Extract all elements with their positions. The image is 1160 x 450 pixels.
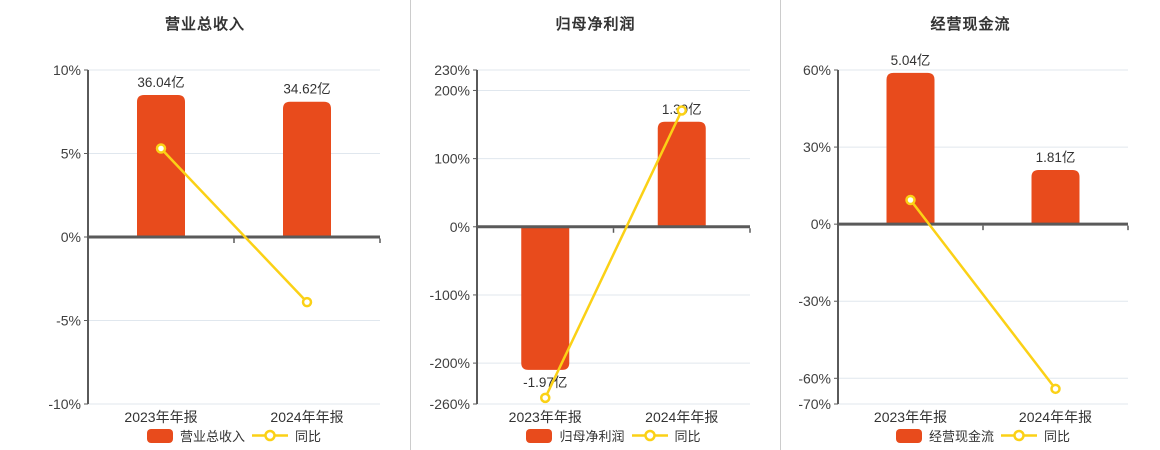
bar-value-label: 5.04亿 — [891, 53, 931, 68]
y-tick-label: 30% — [803, 139, 831, 155]
y-tick-label: 0% — [811, 216, 831, 232]
y-tick-label: -5% — [56, 313, 81, 329]
legend: 归母净利润 同比 — [477, 426, 750, 445]
operating-cash-flow-chart: 60% 30% 0% -30% -60% -70% 5.04亿 1.81亿 — [798, 51, 1129, 412]
bar-value-label: -1.97亿 — [523, 375, 567, 390]
x-label-2023-annual: 2023年年报 — [508, 409, 582, 425]
chart-title-operating-cash-flow: 经营现金流 — [930, 16, 1011, 33]
y-tick-label: -260% — [430, 396, 470, 412]
yoy-point-2024年年报[interactable] — [1050, 383, 1061, 395]
bar-2024年年报[interactable] — [657, 121, 706, 227]
yoy-point-2024年年报[interactable] — [301, 296, 313, 308]
x-label-2023-annual: 2023年年报 — [873, 409, 948, 425]
panel-operating-cash-flow: 经营现金流 60% 30% 0% -30% -60% -70% 5.04亿 1.81亿 202… — [780, 0, 1160, 450]
y-tick-label: -30% — [798, 293, 831, 309]
bar-series-legend-label: 经营现金流 — [928, 429, 994, 444]
x-label-2024-annual: 2024年年报 — [1018, 409, 1093, 425]
bar-2024年年报[interactable] — [1031, 169, 1080, 225]
line-series-icon — [631, 429, 668, 442]
operating-revenue-chart: 10% 5% 0% -5% -10% 36.04亿 34.62亿 — [48, 62, 381, 412]
y-tick-label: -100% — [430, 287, 470, 303]
line-series-icon — [252, 429, 288, 442]
y-tick-label: -10% — [48, 396, 81, 412]
y-tick-label: 0% — [450, 219, 470, 235]
yoy-point-2023年年报[interactable] — [155, 143, 167, 154]
panel-net-profit: 归母净利润 230% 200% 100% 0% -100% -200% -260% -1.97… — [410, 0, 780, 450]
x-label-2024-annual: 2024年年报 — [270, 409, 344, 425]
bar-series-legend-label: 营业总收入 — [179, 429, 245, 444]
yoy-point-2023年年报[interactable] — [540, 392, 551, 404]
yoy-line — [160, 147, 308, 303]
bar-2023年年报[interactable] — [137, 95, 185, 237]
bar-2023年年报[interactable] — [521, 226, 570, 370]
bar-value-label: 34.62亿 — [283, 82, 330, 97]
bar-value-label: 36.04亿 — [137, 75, 184, 90]
y-tick-label: 0% — [61, 229, 81, 245]
y-tick-label: 10% — [53, 62, 81, 78]
line-series-legend-label: 同比 — [1044, 429, 1071, 444]
bar-value-label: 1.81亿 — [1036, 150, 1076, 165]
y-tick-label: 230% — [434, 62, 470, 78]
bar-series-swatch — [526, 428, 553, 443]
y-tick-label: -60% — [798, 370, 831, 386]
bar-series-swatch — [146, 428, 173, 443]
bar-2024年年报[interactable] — [283, 101, 331, 237]
x-axis-labels: 2023年年报 2024年年报 — [838, 407, 1128, 427]
x-axis-labels: 2023年年报 2024年年报 — [88, 407, 380, 427]
bar-series-legend-label: 归母净利润 — [559, 429, 625, 444]
line-series-legend-label: 同比 — [674, 429, 701, 444]
line-series-legend-label: 同比 — [295, 429, 322, 444]
y-tick-label: -200% — [430, 355, 470, 371]
chart-title-net-profit: 归母净利润 — [555, 16, 636, 33]
chart-title-operating-revenue: 营业总收入 — [164, 16, 245, 33]
y-tick-label: 200% — [434, 82, 470, 98]
legend: 经营现金流 同比 — [838, 426, 1128, 445]
y-tick-label: 100% — [434, 151, 470, 167]
y-tick-label: 60% — [803, 62, 831, 78]
panel-operating-revenue: 营业总收入 10% 5% 0% -5% -10% 36.04亿 34.62亿 2023年年报… — [0, 0, 410, 450]
y-tick-label: 5% — [61, 146, 81, 162]
x-label-2023-annual: 2023年年报 — [124, 409, 198, 425]
bar-series-swatch — [895, 428, 922, 443]
yoy-point-2024年年报[interactable] — [676, 105, 687, 116]
net-profit-chart: 230%200%100%0%-100%-200%-260%-1.97亿1.39亿 — [430, 62, 751, 412]
yoy-point-2023年年报[interactable] — [905, 194, 916, 206]
line-series-icon — [1001, 429, 1037, 442]
yoy-line — [909, 199, 1057, 390]
bar-2023年年报[interactable] — [886, 72, 935, 225]
y-tick-label: -70% — [798, 396, 831, 412]
yoy-line — [544, 109, 683, 399]
legend: 营业总收入 同比 — [88, 426, 380, 445]
x-axis-labels: 2023年年报 2024年年报 — [477, 407, 750, 427]
x-label-2024-annual: 2024年年报 — [645, 409, 719, 425]
